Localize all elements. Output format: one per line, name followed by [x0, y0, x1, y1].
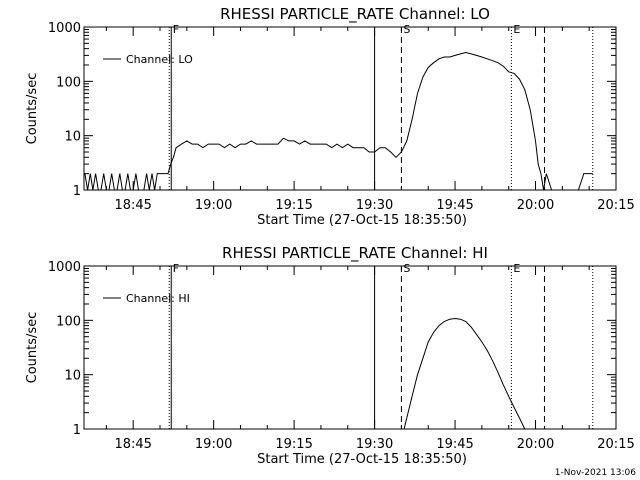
x-tick-label: 19:00	[195, 437, 232, 452]
x-tick-label: 20:00	[517, 437, 554, 452]
x-tick-label: 19:15	[275, 437, 312, 452]
footer-timestamp: 1-Nov-2021 13:06	[555, 468, 637, 478]
marker-label: S	[403, 262, 410, 275]
x-axis-label: Start Time (27-Oct-15 18:35:50)	[257, 213, 467, 228]
x-tick-label: 19:30	[356, 437, 393, 452]
series-line	[403, 317, 526, 430]
y-tick-label: 1000	[48, 21, 81, 36]
marker-label: S	[403, 23, 410, 36]
x-tick-label: 19:00	[195, 198, 232, 213]
chart-panel-lo: RHESSI PARTICLE_RATE Channel: LO 1 10 100 10…	[25, 5, 635, 228]
x-tick-label: 19:15	[275, 198, 312, 213]
marker-label: F	[173, 262, 179, 275]
chart-title: RHESSI PARTICLE_RATE Channel: HI	[222, 244, 488, 263]
marker-label: E	[513, 23, 520, 36]
y-tick-label: 1	[73, 423, 81, 438]
y-tick-label: 100	[56, 314, 81, 329]
x-tick-label: 20:15	[597, 437, 634, 452]
x-tick-label: 19:30	[356, 198, 393, 213]
x-tick-label: 18:45	[114, 437, 151, 452]
series-line	[84, 51, 593, 191]
y-tick-label: 1000	[48, 260, 81, 275]
chart-panel-hi: RHESSI PARTICLE_RATE Channel: HI 1 10 100 10…	[25, 244, 635, 467]
y-axis-label: Counts/sec	[25, 73, 40, 145]
chart-title: RHESSI PARTICLE_RATE Channel: LO	[220, 5, 490, 24]
x-tick-label: 20:00	[517, 198, 554, 213]
x-tick-label: 20:15	[597, 198, 634, 213]
y-tick-label: 10	[64, 130, 81, 145]
x-tick-label: 18:45	[114, 198, 151, 213]
x-tick-label: 19:45	[436, 437, 473, 452]
legend-label: Channel: LO	[126, 53, 193, 66]
marker-label: F	[173, 23, 179, 36]
legend-label: Channel: HI	[126, 292, 190, 305]
plot-frame	[83, 265, 617, 430]
plot-frame	[83, 26, 617, 191]
y-axis-label: Counts/sec	[25, 312, 40, 384]
y-tick-label: 100	[56, 75, 81, 90]
marker-label: E	[513, 262, 520, 275]
y-tick-label: 10	[64, 369, 81, 384]
y-tick-label: 1	[73, 184, 81, 199]
x-axis-label: Start Time (27-Oct-15 18:35:50)	[257, 452, 467, 467]
x-tick-label: 19:45	[436, 198, 473, 213]
